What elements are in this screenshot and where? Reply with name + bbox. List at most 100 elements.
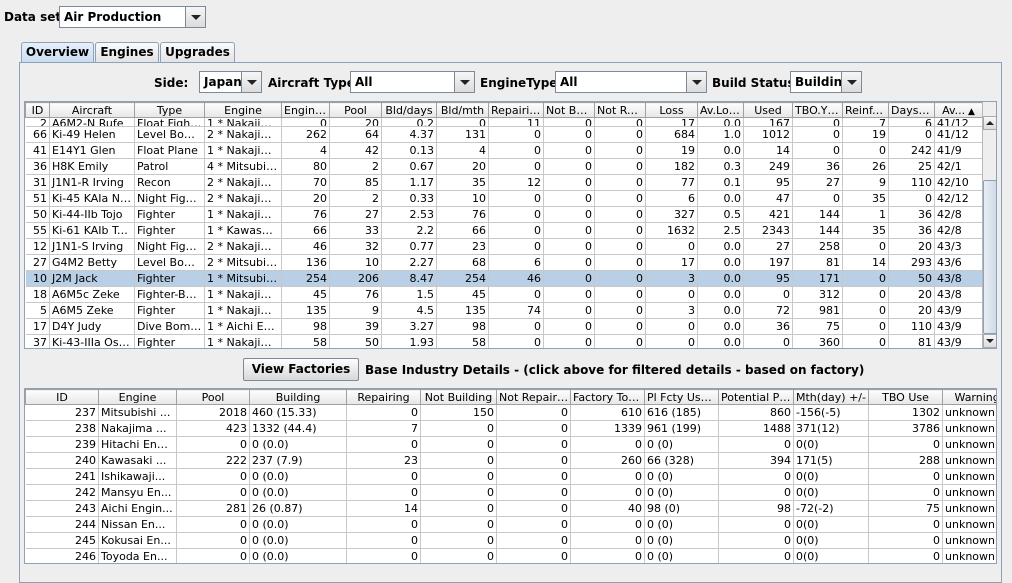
table-row[interactable]: 238 Nakajima ... 423 1332 (44.4) 7 0 0 1339 961 … <box>25 420 996 437</box>
table-cell: 0 <box>420 420 497 437</box>
engine-type-select[interactable]: All <box>555 71 707 93</box>
table-cell: 0 <box>176 532 250 549</box>
column-header[interactable]: Building <box>249 389 347 405</box>
table-row[interactable]: 55 Ki-61 KAIb Tony Fighter 1 * Kawasaki... 6… <box>25 222 983 239</box>
table-cell: 0 (0) <box>644 516 719 533</box>
table-row[interactable]: 246 Toyoda En... 0 0 (0.0) 0 0 0 0 0 (0) 0 0(0) 0 un… <box>25 548 996 563</box>
column-header[interactable]: Not Repairi... <box>496 389 571 405</box>
table-cell: 0 <box>346 468 421 485</box>
table-cell: 961 (199) <box>644 420 719 437</box>
column-header[interactable]: Pl Fcty Use(... <box>644 389 719 405</box>
column-header[interactable]: ID <box>25 102 50 118</box>
table-cell: 0 <box>718 548 794 563</box>
column-header[interactable]: Bld/days <box>381 102 437 118</box>
side-select[interactable]: Japan <box>199 71 262 93</box>
table-row[interactable]: 12 J1N1-S Irving Night Fighter 2 * Nakajima… <box>25 238 983 255</box>
aircraft-type-select[interactable]: All <box>350 71 475 93</box>
view-factories-button[interactable]: View Factories <box>243 358 359 381</box>
column-header[interactable]: Factory Total <box>570 389 645 405</box>
column-header[interactable]: Used <box>743 102 793 118</box>
table-row[interactable]: 18 A6M5c Zeke Fighter-Bo... 1 * Nakajima...… <box>25 286 983 303</box>
table-cell: Fighter <box>134 270 205 287</box>
table-row[interactable]: 41 E14Y1 Glen Float Plane 1 * Nakajima... 4 4… <box>25 142 983 159</box>
tab-overview[interactable]: Overview <box>21 42 94 63</box>
table-cell: Fighter <box>134 222 205 239</box>
table-row[interactable]: 243 Aichi Engin... 281 26 (0.87) 14 0 0 40 98 (0… <box>25 500 996 517</box>
table-cell: 0 <box>842 238 889 255</box>
column-header[interactable]: TBO Use <box>868 389 943 405</box>
table-cell: 0 <box>543 238 595 255</box>
table-row[interactable]: 2 A6M2-N Rufe Float Fighter 1 * Nakajima...… <box>25 117 983 127</box>
table-row[interactable]: 240 Kawasaki ... 222 237 (7.9) 23 0 0 260 66 (32… <box>25 452 996 469</box>
table-row[interactable]: 242 Mansyu En... 0 0 (0.0) 0 0 0 0 0 (0) 0 0(0) 0 un… <box>25 484 996 501</box>
chevron-down-icon[interactable] <box>185 7 205 27</box>
table-row[interactable]: 37 Ki-43-IIIa Oscar Fighter 1 * Nakajima...… <box>25 334 983 348</box>
scroll-up-icon[interactable] <box>983 116 996 130</box>
table-row[interactable]: 241 Ishikawaji... 0 0 (0.0) 0 0 0 0 0 (0) 0 0(0) 0 u… <box>25 468 996 485</box>
column-header[interactable]: Mth(day) +/- <box>793 389 869 405</box>
chevron-down-icon[interactable] <box>241 72 261 92</box>
table-cell: 0 <box>488 126 544 143</box>
column-header[interactable]: Warnings <box>942 389 996 405</box>
table-cell: 0 <box>543 190 595 207</box>
table-cell: 2 * Nakajima... <box>204 174 282 191</box>
column-header[interactable]: Av... ▲ <box>934 102 983 118</box>
column-header[interactable]: Bld/mth <box>436 102 489 118</box>
chevron-down-icon[interactable] <box>686 72 706 92</box>
table-cell: 0 <box>594 142 646 159</box>
dataset-value: Air Production <box>64 10 162 24</box>
chevron-down-icon[interactable] <box>454 72 474 92</box>
table-cell: 7 <box>842 117 889 127</box>
column-header[interactable]: Reinf.N... <box>842 102 889 118</box>
table-row[interactable]: 51 Ki-45 KAIa Nick Night Fighter 2 * Nakaji… <box>25 190 983 207</box>
column-header[interactable]: Not Rep... <box>594 102 646 118</box>
table-cell: 20 <box>329 117 382 127</box>
column-header[interactable]: Potential PF... <box>718 389 794 405</box>
tab-engines[interactable]: Engines <box>95 42 159 62</box>
scroll-thumb[interactable] <box>983 180 996 334</box>
column-header[interactable]: ID <box>25 389 99 405</box>
column-header[interactable]: Aircraft <box>49 102 135 118</box>
table-cell: 206 <box>329 270 382 287</box>
tab-upgrades[interactable]: Upgrades <box>160 42 235 62</box>
column-header[interactable]: Engine... <box>281 102 330 118</box>
column-header[interactable]: Pool <box>176 389 250 405</box>
table-row[interactable]: 237 Mitsubishi ... 2018 460 (15.33) 0 150 0 610… <box>25 404 996 421</box>
column-header[interactable]: Repairing <box>488 102 544 118</box>
column-header[interactable]: Not Bui... <box>543 102 595 118</box>
column-header[interactable]: Av.Loss... <box>697 102 744 118</box>
column-header[interactable]: TBO.YTA <box>792 102 843 118</box>
table-cell: 0 <box>543 174 595 191</box>
table-row[interactable]: 5 A6M5 Zeke Fighter 1 * Nakajima... 135 9 4.5 1… <box>25 302 983 319</box>
table-cell: 36 <box>888 222 935 239</box>
scroll-down-icon[interactable] <box>983 334 996 348</box>
table-cell: 262 <box>281 126 330 143</box>
table-row[interactable]: 31 J1N1-R Irving Recon 2 * Nakajima... 70 85 1… <box>25 174 983 191</box>
table-cell: 10 <box>329 254 382 271</box>
dataset-select[interactable]: Air Production <box>59 6 206 28</box>
table-row[interactable]: 36 H8K Emily Patrol 4 * Mitsubish... 80 2 0.67… <box>25 158 983 175</box>
chevron-down-icon[interactable] <box>841 72 861 92</box>
table-row[interactable]: 10 J2M Jack Fighter 1 * Mitsubish... 254 206 8… <box>25 270 983 287</box>
table-cell: 246 <box>25 548 99 563</box>
table-row[interactable]: 244 Nissan En... 0 0 (0.0) 0 0 0 0 0 (0) 0 0(0) 0 un… <box>25 516 996 533</box>
table-cell: 1488 <box>718 420 794 437</box>
table-cell: Night Fighter <box>134 238 205 255</box>
column-header[interactable]: Repairing <box>346 389 421 405</box>
table-row[interactable]: 239 Hitachi Eng... 0 0 (0.0) 0 0 0 0 0 (0) 0 0(0) 0… <box>25 436 996 453</box>
column-header[interactable]: Engine <box>98 389 177 405</box>
column-header[interactable]: Days ... <box>888 102 935 118</box>
build-status-select[interactable]: Building <box>790 71 862 93</box>
table-row[interactable]: 245 Kokusai En... 0 0 (0.0) 0 0 0 0 0 (0) 0 0(0) 0 u… <box>25 532 996 549</box>
table-row[interactable]: 50 Ki-44-IIb Tojo Fighter 1 * Nakajima... 76… <box>25 206 983 223</box>
column-header[interactable]: Loss <box>645 102 698 118</box>
column-header[interactable]: Not Building <box>420 389 497 405</box>
column-header[interactable]: Type <box>134 102 205 118</box>
table-cell: 19 <box>645 142 698 159</box>
aircraft-table-scrollbar[interactable] <box>982 102 996 348</box>
column-header[interactable]: Pool <box>329 102 382 118</box>
column-header[interactable]: Engine <box>204 102 282 118</box>
